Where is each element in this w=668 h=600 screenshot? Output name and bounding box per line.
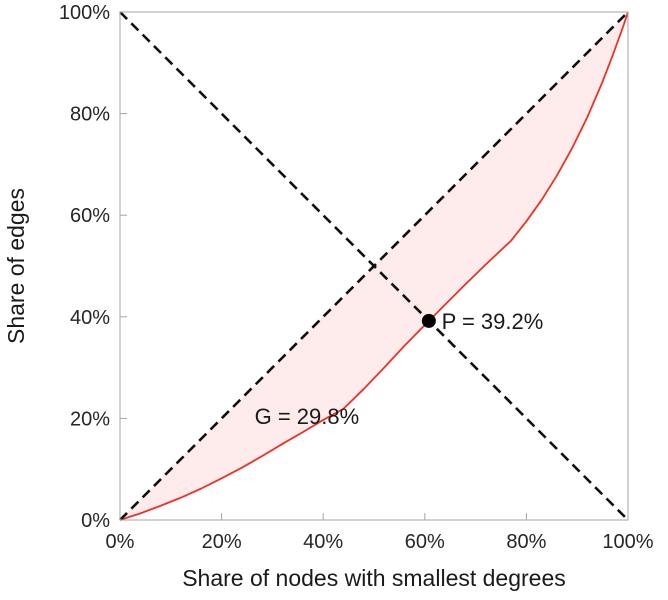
x-axis-tick-label: 80% <box>506 531 546 553</box>
p-point-marker <box>421 313 436 328</box>
y-axis-tick-label: 0% <box>81 510 110 532</box>
y-axis-tick-label: 100% <box>59 2 110 24</box>
annotation-gini: G = 29.8% <box>255 404 360 429</box>
y-axis-tick-label: 20% <box>70 408 110 430</box>
y-axis-tick-label: 60% <box>70 205 110 227</box>
y-axis-tick-label: 40% <box>70 307 110 329</box>
anti-diagonal-line <box>119 11 629 521</box>
x-axis-title: Share of nodes with smallest degrees <box>182 565 566 591</box>
plot-frame <box>119 11 629 521</box>
x-axis-tick-label: 20% <box>202 531 242 553</box>
x-axis-tick-label: 0% <box>106 531 135 553</box>
y-axis-tick-label: 80% <box>70 104 110 126</box>
annotation-p-value: P = 39.2% <box>442 309 544 334</box>
x-axis-tick-label: 100% <box>602 531 653 553</box>
plot-area: 0% 20% 40% 60% 80% 100% 0% 20% 40% 60% 80% 100% P = … <box>59 2 654 553</box>
y-axis-title: Share of edges <box>3 188 29 344</box>
x-axis-tick-label: 60% <box>405 531 445 553</box>
lorenz-curve-line <box>119 11 629 521</box>
x-axis-tick-label: 40% <box>303 531 343 553</box>
